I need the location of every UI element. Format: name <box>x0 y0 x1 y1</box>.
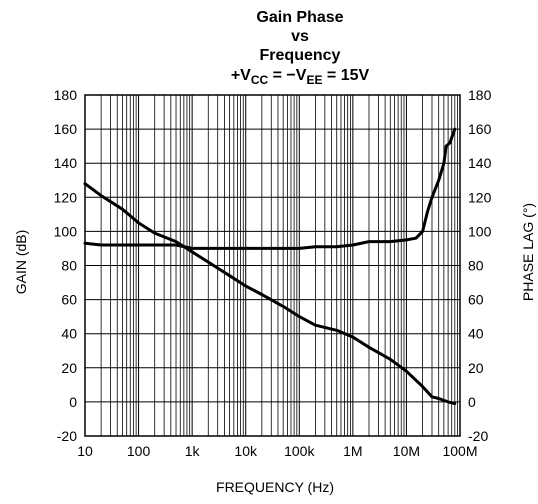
subtitle-part-3: = 15V <box>322 67 369 84</box>
y-right-tick-label: 160 <box>468 121 492 137</box>
y-right-tick-label: 100 <box>468 223 492 239</box>
x-tick-label: 10 <box>77 443 93 459</box>
grid-lines <box>84 94 460 437</box>
y-axis-label-left: GAIN (dB) <box>13 230 29 295</box>
series-lines <box>83 127 457 406</box>
x-tick-label: 100 <box>127 443 151 459</box>
chart-title-line-1: Gain Phase <box>256 9 343 26</box>
y-left-tick-label: -20 <box>57 428 77 444</box>
subtitle-subscript-2: EE <box>306 73 322 87</box>
chart-title-line-2: vs <box>291 28 309 45</box>
y-left-tick-label: 20 <box>61 360 77 376</box>
plot-area-frame <box>84 94 461 437</box>
y-left-tick-label: 40 <box>61 326 77 342</box>
subtitle-part-2: = −V <box>268 67 307 84</box>
y-left-tick-label: 0 <box>69 394 77 410</box>
y-right-tick-label: 140 <box>468 155 492 171</box>
phase-series-line <box>83 127 457 250</box>
y-left-tick-label: 100 <box>54 223 78 239</box>
y-left-tick-label: 80 <box>61 258 77 274</box>
y-axis-label-right: PHASE LAG (°) <box>520 203 536 301</box>
y-left-tick-label: 160 <box>54 121 78 137</box>
subtitle-subscript-1: CC <box>251 73 269 87</box>
chart-subtitle: +VCC = −VEE = 15V <box>231 67 370 87</box>
x-tick-label: 1M <box>343 443 362 459</box>
y-right-tick-label: 80 <box>468 258 484 274</box>
y-left-tick-labels: -20 0 20 40 60 80 100 120 140 160 180 <box>54 87 78 444</box>
y-right-tick-label: 120 <box>468 189 492 205</box>
subtitle-part-1: +V <box>231 67 251 84</box>
y-left-tick-label: 120 <box>54 189 78 205</box>
x-tick-labels: 10 100 1k 10k 100k 1M 10M 100M <box>77 443 477 459</box>
y-right-tick-label: 180 <box>468 87 492 103</box>
gain-series-line <box>83 182 457 406</box>
x-tick-label: 10M <box>393 443 420 459</box>
y-right-tick-label: -20 <box>468 428 488 444</box>
x-tick-label: 10k <box>234 443 258 459</box>
y-left-tick-label: 140 <box>54 155 78 171</box>
y-right-tick-labels: -20 0 20 40 60 80 100 120 140 160 180 <box>468 87 492 444</box>
y-left-tick-label: 60 <box>61 292 77 308</box>
y-right-tick-label: 40 <box>468 326 484 342</box>
y-right-tick-label: 20 <box>468 360 484 376</box>
x-axis-label: FREQUENCY (Hz) <box>216 479 334 495</box>
y-left-tick-label: 180 <box>54 87 78 103</box>
x-tick-label: 100k <box>284 443 315 459</box>
x-tick-label: 1k <box>185 443 201 459</box>
y-right-tick-label: 0 <box>468 394 476 410</box>
y-right-tick-label: 60 <box>468 292 484 308</box>
chart-title-line-3: Frequency <box>260 47 341 64</box>
x-tick-label: 100M <box>442 443 477 459</box>
